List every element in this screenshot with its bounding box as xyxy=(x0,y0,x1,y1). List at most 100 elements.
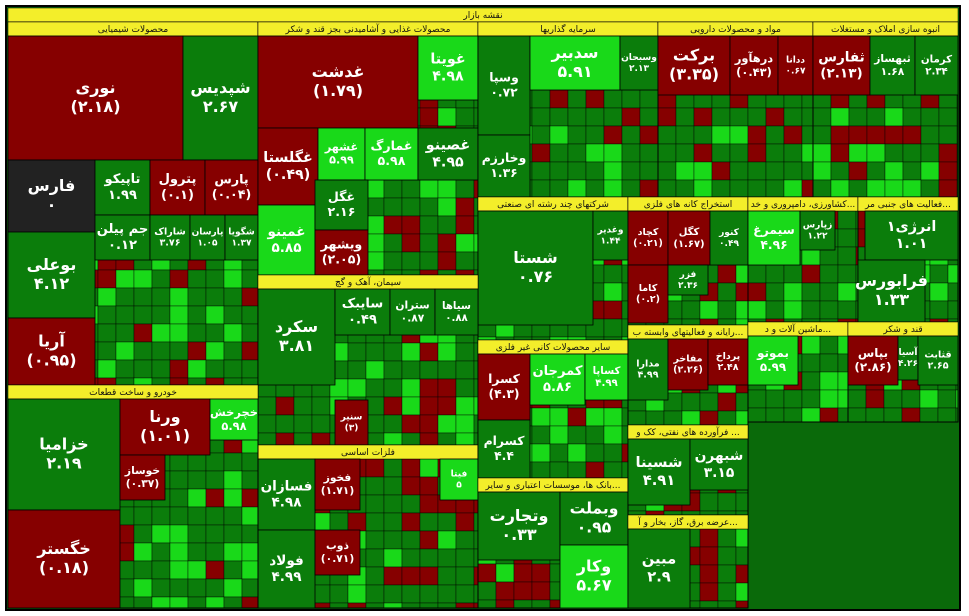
filler-tile xyxy=(365,584,385,604)
filler-tile xyxy=(151,341,171,361)
filler-tile xyxy=(401,269,421,276)
tile-name: خچرخش xyxy=(210,405,258,419)
filler-tile xyxy=(151,305,171,325)
filler-tile xyxy=(819,264,839,284)
filler-tile xyxy=(765,161,785,181)
filler-tile xyxy=(919,407,939,423)
filler-tile xyxy=(473,548,479,568)
filler-tile xyxy=(621,318,629,338)
filler-tile xyxy=(133,506,153,526)
filler-tile xyxy=(735,528,749,548)
filler-tile xyxy=(169,305,189,325)
filler-tile xyxy=(801,125,814,145)
filler-tile xyxy=(847,407,867,423)
filler-tile xyxy=(383,494,403,514)
filler-tile xyxy=(437,179,457,199)
tile-name: قثابت xyxy=(924,349,951,360)
filler-tile xyxy=(241,341,259,361)
tile-name: وتجارت xyxy=(490,506,549,525)
filler-tile xyxy=(937,389,957,409)
filler-tile xyxy=(699,318,719,326)
tile-name: ثفارس xyxy=(818,49,864,65)
filler-tile xyxy=(801,335,821,355)
tile-change: (۰.۴۳) xyxy=(736,65,772,79)
filler-tile xyxy=(837,210,857,230)
filler-tile xyxy=(115,341,135,361)
filler-tile xyxy=(765,264,785,284)
filler-tile xyxy=(567,143,587,163)
filler-tile xyxy=(437,396,457,416)
filler-tile xyxy=(627,510,647,516)
tile-change: ۲.۱۶ xyxy=(328,204,356,219)
filler-tile xyxy=(455,396,475,416)
filler-tile xyxy=(549,125,569,145)
stock-tile xyxy=(417,127,479,181)
sector-title: خودرو و ساخت قطعات xyxy=(89,388,177,398)
stock-tile xyxy=(709,210,749,266)
filler-tile xyxy=(717,528,737,548)
tile-name: آسیا xyxy=(899,346,919,358)
filler-tile xyxy=(681,392,701,412)
filler-tile xyxy=(717,564,737,584)
filler-tile xyxy=(311,432,331,446)
filler-tile xyxy=(473,197,479,217)
filler-tile xyxy=(241,560,259,580)
filler-tile xyxy=(837,407,849,423)
tile-change: ۵.۸۵ xyxy=(272,240,302,256)
tile-name: غویتا xyxy=(430,51,465,67)
filler-tile xyxy=(901,389,921,409)
filler-tile xyxy=(717,264,737,284)
filler-tile xyxy=(365,476,385,496)
sector-title: کشاورزی، دامپروری و خد... xyxy=(751,200,856,210)
filler-tile xyxy=(549,179,569,198)
tile-name: ستران xyxy=(395,299,429,312)
filler-tile xyxy=(938,179,958,198)
tile-change: ۴.۱۲ xyxy=(34,274,70,293)
filler-tile xyxy=(205,470,225,490)
tile-change: ۳.۱۵ xyxy=(704,465,735,481)
filler-tile xyxy=(223,560,243,580)
stock-tile xyxy=(334,399,369,446)
filler-tile xyxy=(401,512,421,532)
tile-name: شاراک xyxy=(154,226,185,237)
tile-name: پترول xyxy=(159,172,197,187)
filler-tile xyxy=(837,264,857,284)
filler-tile xyxy=(133,524,153,544)
filler-tile xyxy=(920,179,940,198)
tile-change: ۰.۴۹ xyxy=(348,312,377,327)
filler-tile xyxy=(365,342,385,362)
sector-title: سرمایه گذاریها xyxy=(540,23,596,35)
filler-tile xyxy=(603,443,623,463)
filler-tile xyxy=(549,107,569,127)
filler-tile xyxy=(729,107,749,127)
filler-tile xyxy=(473,414,479,434)
tile-name: سکرد xyxy=(275,317,318,336)
filler-tile xyxy=(837,335,849,355)
filler-tile xyxy=(187,452,207,472)
filler-tile xyxy=(205,359,225,379)
filler-tile xyxy=(819,353,839,373)
filler-tile xyxy=(531,89,551,109)
tile-change: ۲.۴۸ xyxy=(717,362,738,373)
filler-tile xyxy=(585,143,605,163)
filler-tile xyxy=(801,107,814,127)
filler-tile xyxy=(902,179,922,198)
filler-tile xyxy=(205,596,225,609)
filler-tile xyxy=(223,269,243,289)
filler-tile xyxy=(205,377,225,386)
filler-tile xyxy=(812,125,832,145)
stock-tile xyxy=(119,454,166,501)
tile-change: ۵.۹۱ xyxy=(557,62,592,81)
filler-tile xyxy=(151,560,171,580)
filler-tile xyxy=(729,179,749,198)
tile-name: شبهرن xyxy=(695,448,744,464)
filler-tile xyxy=(681,410,701,426)
filler-tile xyxy=(401,432,421,446)
filler-tile xyxy=(938,125,958,145)
filler-tile xyxy=(717,582,737,602)
stock-tile xyxy=(914,35,959,96)
filler-tile xyxy=(257,432,277,446)
filler-tile xyxy=(115,269,135,289)
filler-tile xyxy=(819,407,839,423)
filler-tile xyxy=(151,377,171,386)
